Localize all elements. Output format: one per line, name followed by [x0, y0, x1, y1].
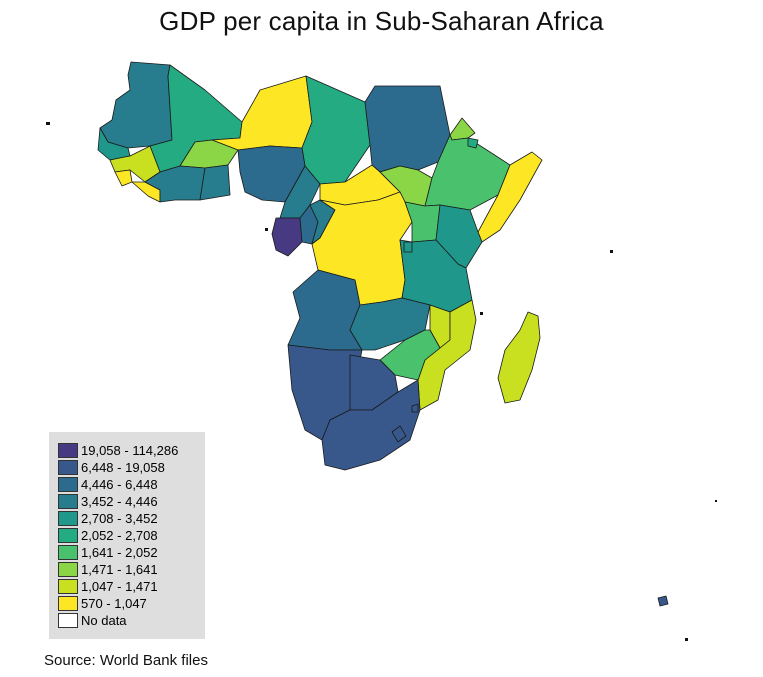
region-madagascar: [497, 311, 541, 404]
legend-item: 1,047 - 1,471: [58, 578, 158, 595]
legend-label: 2,052 - 2,708: [81, 528, 158, 543]
map-title: GDP per capita in Sub-Saharan Africa: [159, 6, 604, 36]
legend-label: 1,641 - 2,052: [81, 545, 158, 560]
legend-item: No data: [58, 612, 127, 629]
legend-label: 4,446 - 6,448: [81, 477, 158, 492]
legend-item: 4,446 - 6,448: [58, 476, 158, 493]
legend-label: 1,471 - 1,641: [81, 562, 158, 577]
legend-label: 19,058 - 114,286: [81, 443, 179, 458]
boundary-lesotho: [391, 425, 407, 443]
region-mauritania: [99, 61, 173, 149]
legend-swatch: [58, 528, 78, 543]
legend-label: 3,452 - 4,446: [81, 494, 158, 509]
region-south-africa: [321, 379, 421, 471]
island-chagos: [715, 500, 717, 502]
legend-item: 2,708 - 3,452: [58, 510, 158, 527]
legend-swatch: [58, 443, 78, 458]
legend-item: 2,052 - 2,708: [58, 527, 158, 544]
legend-item: 1,471 - 1,641: [58, 561, 158, 578]
legend-swatch: [58, 596, 78, 611]
legend-item: 6,448 - 19,058: [58, 459, 165, 476]
legend-label: 1,047 - 1,471: [81, 579, 158, 594]
region-equatorial-guinea: [271, 217, 303, 257]
legend-label: 570 - 1,047: [81, 596, 147, 611]
legend-swatch: [58, 562, 78, 577]
legend-swatch: [58, 545, 78, 560]
region-eritrea: [449, 117, 476, 141]
legend-swatch: [58, 460, 78, 475]
source-note: Source: World Bank files: [44, 652, 208, 669]
region-somalia: [477, 151, 543, 243]
legend-item: 19,058 - 114,286: [58, 442, 178, 459]
legend: 19,058 - 114,286 6,448 - 19,058 4,446 - …: [49, 432, 205, 639]
legend-label: No data: [81, 613, 127, 628]
legend-swatch: [58, 511, 78, 526]
boundary-rwanda: [403, 241, 413, 253]
region-cote-divoire: [144, 165, 206, 203]
region-mozambique: [417, 299, 477, 411]
region-sierra-leone: [114, 169, 133, 187]
legend-swatch: [58, 613, 78, 628]
region-djibouti: [467, 137, 479, 149]
island-sao-tome: [265, 228, 268, 231]
legend-item: 570 - 1,047: [58, 595, 147, 612]
boundary-eswatini: [411, 403, 419, 413]
island-seychelles: [610, 250, 613, 253]
island-cape-verde: [46, 122, 50, 125]
region-ghana: [199, 164, 231, 201]
legend-swatch: [58, 494, 78, 509]
region-mauritius: [657, 595, 669, 607]
island-reunion: [685, 638, 688, 641]
legend-label: 6,448 - 19,058: [81, 460, 165, 475]
legend-item: 1,641 - 2,052: [58, 544, 158, 561]
legend-item: 3,452 - 4,446: [58, 493, 158, 510]
region-sudan: [364, 85, 451, 173]
island-comoros: [480, 312, 483, 315]
region-angola: [287, 269, 363, 351]
legend-swatch: [58, 579, 78, 594]
region-chad: [301, 75, 371, 185]
legend-swatch: [58, 477, 78, 492]
legend-label: 2,708 - 3,452: [81, 511, 158, 526]
